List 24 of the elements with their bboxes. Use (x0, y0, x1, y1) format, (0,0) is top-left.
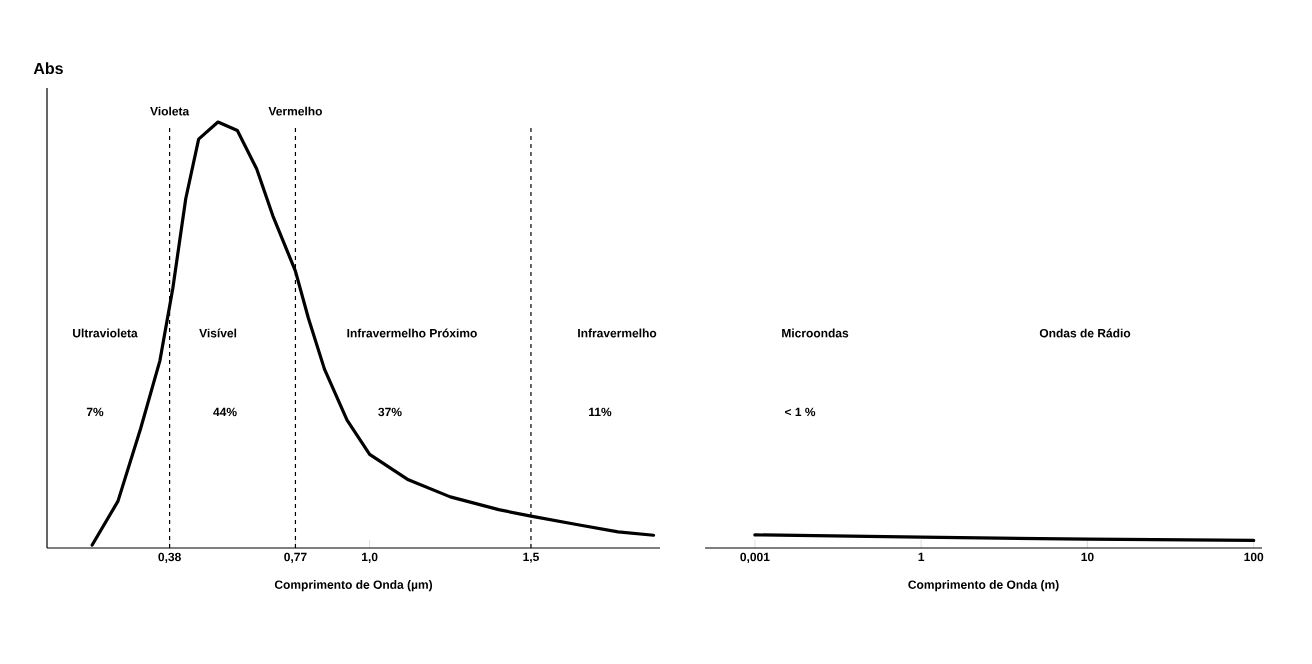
annotation: Infravermelho Próximo (347, 328, 477, 338)
text: Ondas de Rádio (1039, 328, 1131, 338)
annotation: Infravermelho (578, 328, 657, 338)
x-axis-title: Comprimento de Onda (m) (908, 580, 1059, 592)
annotation: 37% (378, 407, 402, 417)
annotation: 11% (589, 407, 612, 417)
ref-line-label: Vermelho (268, 106, 322, 116)
text: Microondas (782, 328, 849, 338)
text: < 1 % (785, 407, 816, 417)
x-axis-title: Comprimento de Onda (µm) (274, 580, 433, 592)
x-tick-label: 0,77 (284, 552, 307, 563)
annotation: 44% (213, 407, 237, 417)
y-axis-title: Abs (33, 62, 63, 75)
x-tick-label: 10 (1081, 552, 1094, 562)
x-tick-label: 1 (918, 552, 925, 561)
x-tick-label: 100 (1244, 552, 1264, 562)
x-tick-label: 0,38 (158, 552, 181, 563)
x-tick-label: 1,0 (362, 552, 378, 563)
annotation: Visível (199, 328, 237, 338)
x-tick-label: 1,5 (523, 552, 539, 563)
ref-line-label: Violeta (150, 106, 190, 116)
annotation: Ultravioleta (73, 328, 138, 338)
x-tick-label: 0,001 (740, 552, 770, 563)
annotation: 7% (86, 407, 104, 417)
